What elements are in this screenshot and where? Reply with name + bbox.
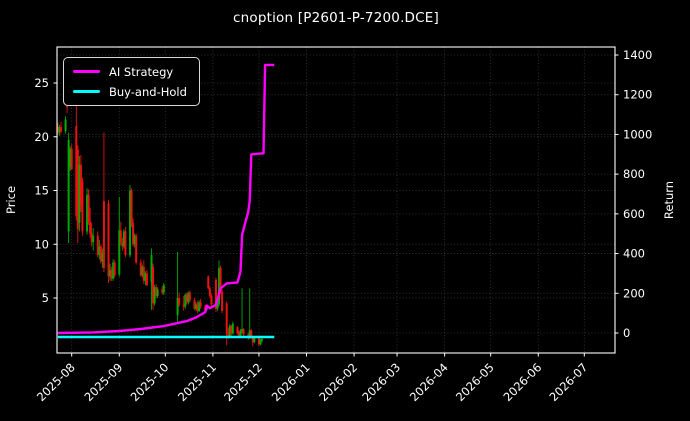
left-axis: 5 10 15 20 25 Price (4, 76, 57, 305)
return-tick-label: 1000 (623, 127, 652, 141)
legend-item-ai-strategy: AI Strategy (73, 63, 187, 80)
legend-label-buy-and-hold: Buy-and-Hold (109, 84, 187, 99)
return-tick-label: 400 (623, 247, 645, 261)
plot-border (56, 46, 616, 354)
legend-label-ai-strategy: AI Strategy (109, 64, 174, 79)
ai-strategy-line (57, 63, 275, 335)
chart-legend: AI Strategy Buy-and-Hold (63, 57, 200, 106)
price-tick-label: 5 (42, 291, 49, 305)
price-tick-label: 10 (34, 237, 49, 251)
price-tick-label: 25 (34, 76, 49, 90)
return-tick-label: 1400 (623, 48, 652, 62)
return-tick-label: 800 (623, 167, 645, 181)
grid-layer (57, 47, 615, 353)
candles-layer (56, 75, 264, 347)
ai-strategy-line-swatch (73, 70, 100, 73)
right-axis: 0 200 400 600 800 1000 1200 1400 Return (615, 48, 676, 340)
price-tick-label: 15 (34, 184, 49, 198)
axis-title-return: Return (662, 181, 676, 219)
return-tick-label: 600 (623, 207, 645, 221)
return-tick-label: 1200 (623, 88, 652, 102)
chart-title: cnoption [P2601-P-7200.DCE] (233, 10, 439, 26)
axis-title-price: Price (4, 186, 18, 214)
legend-item-buy-and-hold: Buy-and-Hold (73, 83, 187, 100)
price-tick-label: 20 (34, 130, 49, 144)
buy-and-hold-line-swatch (73, 90, 100, 93)
return-tick-label: 0 (623, 326, 630, 340)
return-tick-label: 200 (623, 286, 645, 300)
